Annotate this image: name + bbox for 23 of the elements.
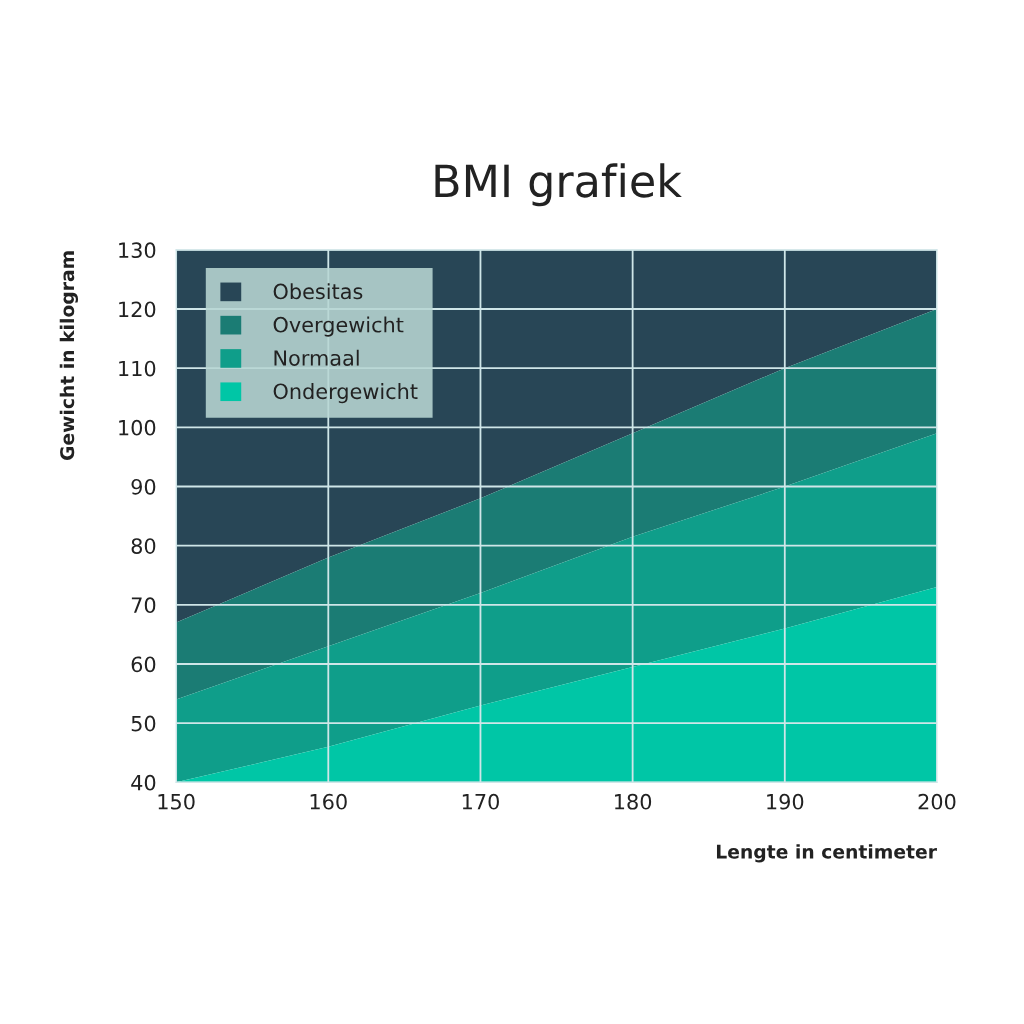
y-tick-label: 90 <box>131 478 156 495</box>
y-tick-label: 110 <box>119 360 156 377</box>
x-tick-label: 180 <box>615 793 652 810</box>
y-tick-label: 70 <box>131 597 156 614</box>
y-tick-label: 130 <box>119 242 156 259</box>
x-axis-title: Lengte in centimeter <box>716 844 937 863</box>
legend-label: Obesitas <box>273 283 363 300</box>
legend-label: Overgewicht <box>273 316 404 337</box>
y-tick-label: 120 <box>119 301 156 318</box>
x-tick-label: 170 <box>462 793 499 810</box>
y-tick-label: 60 <box>131 656 156 673</box>
y-tick-label: 40 <box>131 774 156 791</box>
y-tick-label: 80 <box>131 538 156 554</box>
x-tick-label: 190 <box>767 793 804 810</box>
y-tick-label: 50 <box>131 715 156 732</box>
legend-label: Ondergewicht <box>273 383 418 404</box>
legend-label: Normaal <box>274 349 359 366</box>
x-tick-label: 200 <box>918 793 956 810</box>
x-tick-label: 160 <box>310 793 347 810</box>
y-tick-label: 100 <box>119 419 156 436</box>
x-tick-label: 150 <box>158 793 195 810</box>
y-axis-title: Gewicht in kilogram <box>59 251 79 461</box>
chart-title: BMI grafiek <box>435 163 682 207</box>
